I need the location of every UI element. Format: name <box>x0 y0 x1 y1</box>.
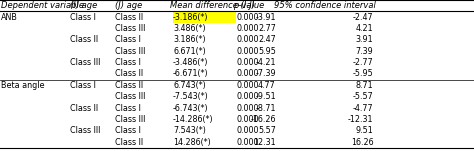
Text: Class II: Class II <box>115 13 143 22</box>
Text: Mean difference (I-J): Mean difference (I-J) <box>170 1 255 10</box>
Text: p-value: p-value <box>233 1 264 10</box>
Text: Class I: Class I <box>115 58 141 67</box>
Text: Class II: Class II <box>115 69 143 79</box>
Text: 3.91: 3.91 <box>356 35 374 44</box>
Text: Class II: Class II <box>70 104 98 113</box>
Text: -5.95: -5.95 <box>353 69 374 79</box>
Text: 0.000: 0.000 <box>236 126 258 135</box>
Text: Class III: Class III <box>115 115 145 124</box>
Text: 0.000: 0.000 <box>236 81 258 90</box>
Bar <box>0 102 474 114</box>
Text: Class I: Class I <box>115 126 141 135</box>
Text: ANB: ANB <box>1 13 18 22</box>
Text: 0.000: 0.000 <box>236 138 258 147</box>
Text: 9.51: 9.51 <box>356 126 374 135</box>
Text: Class III: Class III <box>115 24 145 33</box>
Text: 0.000: 0.000 <box>236 115 258 124</box>
Text: Dependent variable: Dependent variable <box>1 1 84 10</box>
Text: Class II: Class II <box>115 138 143 147</box>
Text: 0.000: 0.000 <box>236 69 258 79</box>
Text: Class I: Class I <box>115 104 141 113</box>
Bar <box>0 137 474 148</box>
Text: -3.486(*): -3.486(*) <box>173 58 209 67</box>
Text: Class III: Class III <box>70 126 100 135</box>
Text: 95% confidence interval: 95% confidence interval <box>274 1 375 10</box>
Text: 0.000: 0.000 <box>236 35 258 44</box>
Text: -6.743(*): -6.743(*) <box>173 104 209 113</box>
Text: -4.77: -4.77 <box>353 104 374 113</box>
Text: Class III: Class III <box>70 58 100 67</box>
Text: -16.26: -16.26 <box>250 115 276 124</box>
Bar <box>0 11 474 23</box>
Text: Beta angle: Beta angle <box>1 81 45 90</box>
Text: (J) age: (J) age <box>115 1 142 10</box>
Text: Class I: Class I <box>70 81 96 90</box>
Bar <box>0 80 474 91</box>
Text: 3.186(*): 3.186(*) <box>173 35 206 44</box>
Text: -8.71: -8.71 <box>255 104 276 113</box>
Text: 5.57: 5.57 <box>258 126 276 135</box>
Text: 16.26: 16.26 <box>351 138 374 147</box>
Text: -5.57: -5.57 <box>353 92 374 101</box>
Text: 0.000: 0.000 <box>236 47 258 56</box>
Text: -2.47: -2.47 <box>353 13 374 22</box>
Text: 4.77: 4.77 <box>258 81 276 90</box>
Text: -4.21: -4.21 <box>255 58 276 67</box>
Text: (I) age: (I) age <box>70 1 97 10</box>
Text: 6.743(*): 6.743(*) <box>173 81 206 90</box>
Text: 12.31: 12.31 <box>253 138 276 147</box>
Text: 2.77: 2.77 <box>258 24 276 33</box>
Bar <box>173 11 236 23</box>
Text: 0.000: 0.000 <box>236 58 258 67</box>
Text: Class III: Class III <box>115 47 145 56</box>
Text: 8.71: 8.71 <box>356 81 374 90</box>
Bar <box>0 57 474 68</box>
Text: -3.91: -3.91 <box>255 13 276 22</box>
Bar <box>0 34 474 46</box>
Text: Class II: Class II <box>70 35 98 44</box>
Text: 4.21: 4.21 <box>356 24 374 33</box>
Text: -14.286(*): -14.286(*) <box>173 115 214 124</box>
Text: Class III: Class III <box>115 92 145 101</box>
Text: Class I: Class I <box>115 35 141 44</box>
Bar <box>0 91 474 102</box>
Text: 0.000: 0.000 <box>236 92 258 101</box>
Text: -7.39: -7.39 <box>255 69 276 79</box>
Bar <box>0 125 474 137</box>
Bar <box>0 68 474 80</box>
Text: -2.77: -2.77 <box>353 58 374 67</box>
Text: 7.39: 7.39 <box>356 47 374 56</box>
Text: -3.186(*): -3.186(*) <box>173 13 209 22</box>
Text: 14.286(*): 14.286(*) <box>173 138 211 147</box>
Bar <box>0 23 474 34</box>
Text: 5.95: 5.95 <box>258 47 276 56</box>
Text: -6.671(*): -6.671(*) <box>173 69 209 79</box>
Text: Class II: Class II <box>115 81 143 90</box>
Text: 0.000: 0.000 <box>236 24 258 33</box>
Text: 6.671(*): 6.671(*) <box>173 47 206 56</box>
Text: 0.000: 0.000 <box>236 104 258 113</box>
Text: 2.47: 2.47 <box>258 35 276 44</box>
Bar <box>0 46 474 57</box>
Text: -9.51: -9.51 <box>255 92 276 101</box>
Text: -12.31: -12.31 <box>348 115 374 124</box>
Text: 3.486(*): 3.486(*) <box>173 24 206 33</box>
Text: -7.543(*): -7.543(*) <box>173 92 209 101</box>
Bar <box>0 114 474 125</box>
Text: 0.000: 0.000 <box>236 13 258 22</box>
Text: Class I: Class I <box>70 13 96 22</box>
Text: 7.543(*): 7.543(*) <box>173 126 206 135</box>
